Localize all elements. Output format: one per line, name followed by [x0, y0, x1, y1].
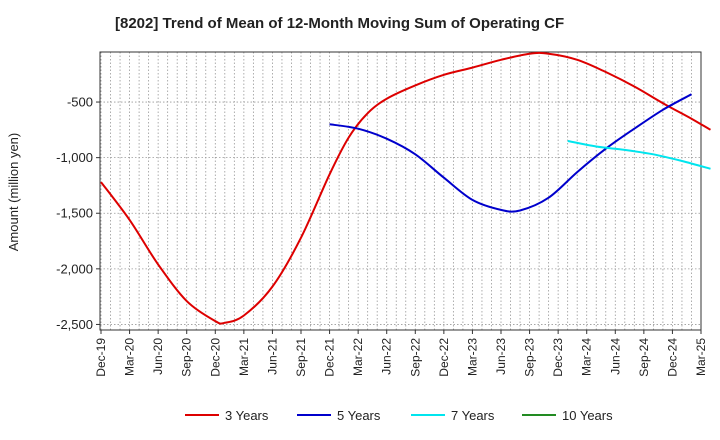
x-tick-label: Jun-20: [151, 338, 165, 375]
x-tick-label: Mar-23: [465, 338, 479, 376]
x-tick-label: Sep-20: [180, 338, 194, 377]
x-tick-label: Sep-24: [637, 338, 651, 377]
x-tick-label: Dec-19: [94, 338, 108, 377]
x-tick-label: Mar-22: [351, 338, 365, 376]
x-tick-label: Mar-20: [123, 338, 137, 376]
x-ticks: Dec-19 Mar-20 Jun-20 Sep-20 Dec-20 Mar-21 Jun-…: [94, 330, 708, 377]
legend-label-5-years: 5 Years: [337, 408, 381, 423]
x-tick-label: Dec-24: [665, 338, 679, 377]
x-tick-label: Dec-20: [208, 338, 222, 377]
x-tick-label: Dec-22: [437, 338, 451, 377]
x-tick-label: Jun-24: [608, 338, 622, 375]
series-line-7-years: [567, 140, 711, 170]
y-tick-label: -2,500: [56, 317, 93, 332]
y-tick-label: -1,500: [56, 206, 93, 221]
y-tick-label: -500: [67, 95, 93, 110]
x-tick-label: Dec-21: [323, 338, 337, 377]
x-tick-label: Dec-23: [551, 338, 565, 377]
plot-frame: [99, 51, 702, 331]
y-tick-label: -2,000: [56, 261, 93, 276]
x-tick-label: Sep-23: [523, 338, 537, 377]
x-tick-label: Mar-25: [694, 338, 708, 376]
y-tick-label: -1,000: [56, 150, 93, 165]
x-tick-label: Jun-23: [494, 338, 508, 375]
x-tick-label: Mar-21: [237, 338, 251, 376]
series-lines: [100, 51, 711, 325]
x-tick-label: Sep-21: [294, 338, 308, 377]
y-ticks: -2,500 -2,000 -1,500 -1,000 -500: [56, 95, 100, 332]
x-tick-label: Sep-22: [408, 338, 422, 377]
x-tick-label: Jun-21: [265, 338, 279, 375]
series-line-5-years: [329, 93, 692, 213]
legend-label-10-years: 10 Years: [562, 408, 613, 423]
legend-label-3-years: 3 Years: [225, 408, 269, 423]
x-tick-label: Mar-24: [580, 338, 594, 376]
gridlines: [100, 52, 702, 330]
legend-label-7-years: 7 Years: [451, 408, 495, 423]
chart-title: [8202] Trend of Mean of 12-Month Moving …: [115, 15, 564, 32]
series-line-3-years: [100, 51, 711, 325]
legend: 3 Years 5 Years 7 Years 10 Years: [185, 408, 613, 423]
y-axis-label: Amount (million yen): [6, 133, 21, 252]
x-tick-label: Jun-22: [380, 338, 394, 375]
